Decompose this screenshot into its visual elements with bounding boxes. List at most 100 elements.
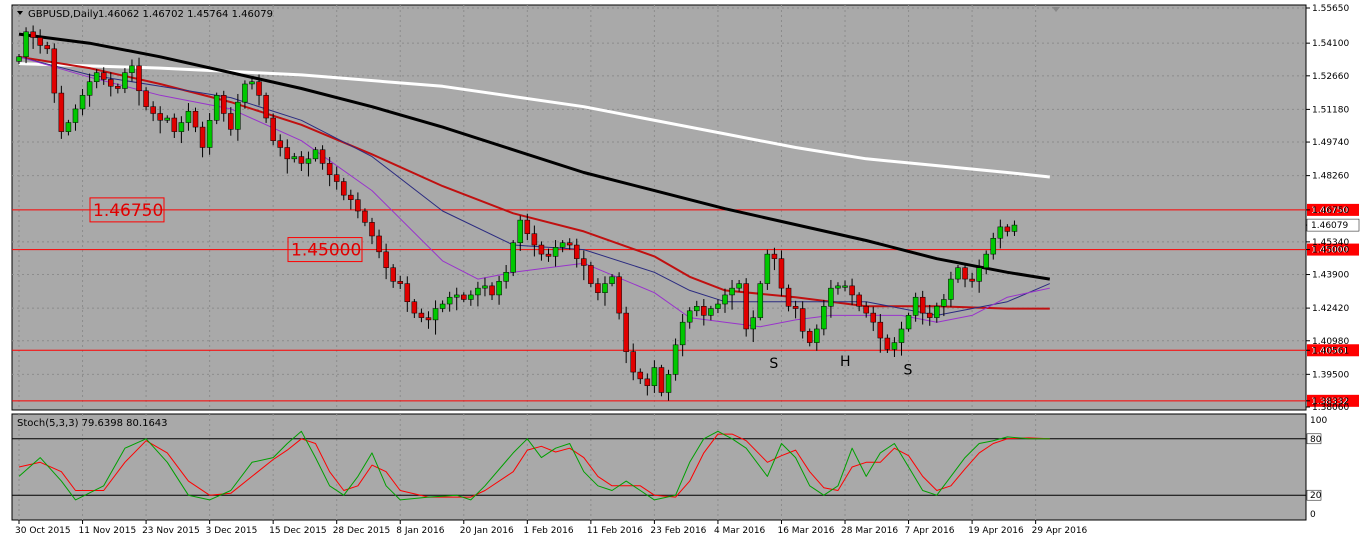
candle-body [333,174,340,182]
candle-body [115,86,121,89]
candle-body [37,37,43,46]
candle-body [969,278,975,282]
candle-body [397,281,403,284]
stoch-tick-label: 100 [1310,416,1327,426]
candle-body [658,367,665,393]
candle-body [665,374,672,393]
price-tick-label: 1.43900 [1312,271,1349,281]
candle-body [93,72,100,82]
candle-body [708,308,714,316]
candle-body [220,95,227,114]
candle-body [164,117,171,121]
candle-body [531,233,538,246]
candle-body [976,267,982,282]
candle-body [468,294,474,300]
candle-body [955,267,961,280]
time-tick-label: 15 Dec 2015 [269,526,327,536]
candle-body [439,303,446,309]
candle-body [270,117,276,141]
price-tick-label: 1.55650 [1312,4,1349,14]
collapse-arrow-icon[interactable] [17,11,23,15]
pattern-label: S [769,356,778,372]
candle-body [891,342,898,350]
candle-body [157,113,163,121]
candle-body [284,147,291,160]
time-tick-label: 4 Mar 2016 [714,526,766,536]
candle-body [206,120,213,148]
price-tick-label: 1.40980 [1312,337,1349,347]
candle-body [453,294,460,298]
level-price-tag [1307,344,1359,357]
candle-body [616,276,622,314]
current-price-tag [1306,218,1360,232]
candle-body [58,92,65,132]
candle-body [898,328,905,343]
candle-body [72,108,79,123]
candle-body [432,308,439,321]
stoch-tick-label: 80 [1310,435,1322,445]
candle-body [298,156,305,164]
time-tick-label: 11 Nov 2015 [79,526,137,536]
candle-body [948,278,954,300]
candle-body [79,95,86,110]
stochastic-panel[interactable] [11,413,1307,521]
time-tick-label: 23 Feb 2016 [650,526,706,536]
candle-body [722,294,728,305]
candle-body [411,301,418,314]
time-tick-label: 29 Apr 2016 [1032,526,1088,536]
candle-body [602,283,608,293]
candle-body [990,237,997,255]
candle-body [785,287,792,307]
price-tick-label: 1.46750 [1312,206,1349,216]
candle-body [418,312,425,318]
candle-body [806,330,813,343]
ma-purple-line [18,56,1050,328]
candle-body [672,344,679,375]
candle-body [249,81,255,85]
candle-body [129,65,135,73]
time-tick-label: 11 Feb 2016 [587,526,643,536]
candle-body [86,81,93,96]
candle-body [171,117,178,132]
candle-body [828,287,834,307]
candle-body [792,306,799,309]
candle-body [256,81,262,96]
level-callout-label: 1.45000 [291,241,361,261]
price-tick-label: 1.48260 [1312,172,1349,182]
stoch-tick-label: 0 [1310,510,1316,520]
candle-body [912,296,919,316]
candle-body [482,285,488,289]
candle-body [694,306,700,312]
price-tick-label: 1.54100 [1312,39,1349,49]
candle-body [623,312,629,352]
candle-body [630,351,636,373]
candle-body [814,328,820,343]
candle-body [750,317,756,330]
level-price-tag [1307,394,1359,407]
axis-labels: 1.55650 1.54100 1.52660 1.51180 1.49740 1.482… [15,4,1360,536]
candle-body [559,242,566,248]
stochastic-lines [12,430,1306,501]
candle-body [849,285,855,296]
candle-body [870,312,877,323]
price-tick-label: 1.51180 [1312,105,1349,115]
time-tick-label: 19 Apr 2016 [968,526,1024,536]
candle-body [446,296,453,305]
level-price-tag-label: 1.40561 [1311,346,1348,356]
candle-body [44,45,50,50]
time-tick-label: 1 Feb 2016 [523,526,574,536]
candle-body [242,83,248,103]
candle-body [941,299,947,307]
candle-body [192,110,199,128]
candle-body [291,156,298,160]
level-callout-box [287,237,363,263]
candle-body [651,367,658,386]
shift-marker-icon[interactable] [1052,7,1060,12]
ma-black-line [18,32,1051,281]
level-price-tag-label: 1.38332 [1311,397,1348,407]
price-tick-label: 1.49740 [1312,138,1349,148]
candle-body [235,101,241,130]
candle-body [715,303,721,309]
candle-body [122,72,128,89]
overlay-annotations: 1.46750 1.45000 S H S [89,197,913,378]
